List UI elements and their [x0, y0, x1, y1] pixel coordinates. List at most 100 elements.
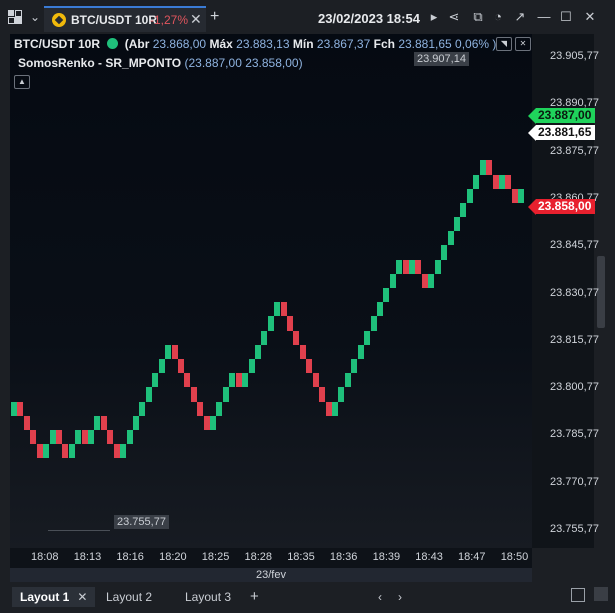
renko-brick-up	[152, 373, 159, 388]
renko-brick-up	[428, 273, 435, 289]
tag-pointer-lower	[528, 199, 536, 215]
renko-brick-down	[190, 387, 197, 402]
price-tick-label: 23.800,77	[550, 381, 599, 394]
renko-brick-up	[351, 358, 358, 374]
renko-brick-up	[389, 273, 396, 289]
close-layout-icon[interactable]: ✕	[77, 590, 88, 604]
indicator-name: SomosRenko - SR_MPONTO	[18, 56, 182, 70]
renko-brick-up	[447, 231, 454, 246]
renko-brick-up	[518, 188, 525, 203]
renko-brick-down	[100, 415, 107, 430]
price-tag-lower: 23.858,00	[536, 199, 596, 214]
close-label: Fch	[373, 37, 395, 51]
renko-brick-up	[267, 316, 274, 331]
price-tick-label: 23.875,77	[550, 144, 599, 157]
close-tab-icon[interactable]: ✕	[190, 11, 202, 27]
renko-brick-up	[210, 415, 217, 430]
tab-layout-1-label: Layout 1	[20, 590, 70, 604]
renko-brick-up	[453, 217, 460, 232]
add-tab-button[interactable]: +	[210, 8, 220, 25]
tab-btc-usdt[interactable]: BTC/USDT 10R -1,27% ✕	[44, 6, 206, 32]
renko-brick-up	[94, 415, 101, 430]
scroll-left-icon[interactable]: ‹	[378, 590, 382, 604]
resize-handle[interactable]	[594, 587, 608, 601]
renko-brick-down	[17, 401, 24, 416]
renko-brick-down	[319, 387, 326, 402]
renko-brick-up	[75, 429, 82, 445]
renko-brick-down	[171, 344, 178, 359]
time-tick-label: 18:35	[287, 551, 315, 563]
renko-brick-down	[511, 188, 518, 203]
renko-brick-down	[235, 373, 242, 388]
renko-brick-down	[287, 316, 294, 331]
tab-layout-3[interactable]: Layout 3	[185, 590, 232, 604]
time-tick-label: 18:16	[116, 551, 144, 563]
renko-brick-down	[30, 429, 37, 445]
renko-brick-down	[62, 444, 69, 459]
low-marker-line	[48, 530, 110, 531]
time-axis[interactable]	[10, 548, 532, 568]
renko-brick-down	[81, 429, 88, 445]
high-label: Máx	[209, 37, 233, 51]
renko-brick-up	[158, 358, 165, 374]
price-tick-label: 23.905,77	[550, 50, 599, 62]
renko-chart[interactable]	[10, 34, 532, 548]
renko-brick-up	[222, 387, 229, 402]
collapse-indicator-icon[interactable]: ▲	[14, 75, 30, 89]
renko-brick-up	[383, 288, 390, 303]
price-tick-label: 23.830,77	[550, 286, 599, 299]
trend-icon[interactable]: ↗	[514, 9, 526, 24]
renko-brick-down	[306, 358, 313, 374]
tag-pointer-upper	[528, 108, 536, 124]
renko-brick-up	[441, 245, 448, 260]
add-layout-button[interactable]: +	[250, 588, 259, 605]
renko-brick-down	[421, 273, 428, 289]
renko-brick-up	[261, 330, 268, 345]
time-tick-label: 18:39	[372, 551, 401, 563]
scrollbar-thumb[interactable]	[597, 256, 605, 328]
clock-icon[interactable]: ◔	[494, 9, 502, 24]
low-label: Mín	[292, 37, 314, 51]
tab-layout-1[interactable]: Layout 1 ✕	[12, 587, 96, 607]
indicator-values: (23.887,00 23.858,00)	[184, 56, 303, 70]
chevron-down-icon[interactable]: ⌄	[30, 10, 41, 24]
play-icon[interactable]: ▸	[430, 9, 438, 24]
restore-icon[interactable]	[571, 588, 585, 602]
renko-brick-up	[498, 174, 505, 189]
high-value: 23.883,13	[236, 37, 290, 51]
renko-brick-up	[43, 444, 50, 459]
collapse-legend-icon[interactable]: ◥	[496, 37, 512, 51]
price-tick-label: 23.815,77	[550, 333, 599, 346]
ohlc-legend: BTC/USDT 10R (Abr 23.868,00 Máx 23.883,1…	[14, 37, 496, 51]
renko-brick-down	[55, 429, 62, 445]
renko-brick-up	[242, 373, 249, 388]
renko-brick-up	[376, 302, 383, 317]
close-window-icon[interactable]: ✕	[584, 9, 596, 24]
open-label: (Abr	[124, 37, 150, 51]
minimize-icon[interactable]: —	[537, 9, 551, 24]
renko-brick-up	[229, 373, 236, 388]
renko-brick-down	[107, 429, 114, 445]
detach-icon[interactable]: ⧉	[473, 9, 483, 24]
price-tick-label: 23.785,77	[550, 428, 599, 441]
renko-brick-up	[132, 415, 139, 430]
time-tick-label: 18:43	[415, 551, 443, 563]
share-icon[interactable]: ⋖	[448, 9, 460, 24]
renko-brick-down	[203, 415, 210, 430]
renko-brick-down	[299, 344, 306, 359]
tag-pointer-current	[528, 125, 536, 141]
title-bar: ⌄ BTC/USDT 10R -1,27% ✕ + 23/02/2023 18:…	[0, 0, 615, 34]
change-value: 0,06% )	[455, 37, 497, 51]
tab-layout-2[interactable]: Layout 2	[106, 590, 153, 604]
right-scrollbar[interactable]	[594, 34, 615, 554]
maximize-icon[interactable]: ☐	[560, 9, 572, 24]
renko-brick-down	[505, 174, 512, 189]
renko-brick-up	[332, 401, 338, 416]
close-legend-icon[interactable]: ✕	[515, 37, 531, 51]
renko-brick-down	[184, 373, 191, 388]
renko-brick-up	[126, 429, 133, 445]
renko-brick-up	[460, 202, 467, 218]
scroll-right-icon[interactable]: ›	[398, 590, 402, 604]
renko-brick-up	[11, 401, 17, 416]
window-icon[interactable]	[8, 10, 22, 24]
